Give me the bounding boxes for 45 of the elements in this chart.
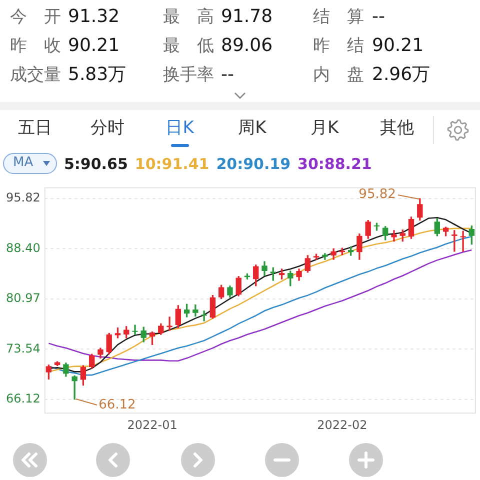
text: 日K (166, 117, 194, 139)
text: 91.32 (68, 5, 120, 29)
annotation: 66.12 (98, 398, 136, 413)
text: 5.83万 (68, 63, 126, 87)
text: 10:91.41 (134, 154, 210, 174)
y-tick-label: 80.97 (6, 291, 40, 306)
text: 5:90.65 (64, 154, 128, 174)
candlestick (460, 230, 466, 252)
text: 五日 (18, 117, 52, 139)
x-tick-label: 2022-02 (317, 418, 368, 432)
candlestick (132, 324, 138, 335)
text: 最 低 (163, 35, 214, 58)
text: 最 高 (163, 6, 214, 29)
text: 内 盘 (313, 64, 364, 87)
text: 昨 结 (313, 35, 364, 58)
annotation: 95.82 (358, 186, 396, 202)
y-tick-label: 66.12 (6, 391, 40, 406)
x-tick-label: 2022-01 (127, 418, 178, 432)
text: 其他 (380, 117, 414, 139)
text: 成交量 (10, 64, 61, 87)
dropdown: MA (3, 153, 57, 174)
text: 89.06 (221, 34, 273, 58)
y-tick-label: 73.54 (6, 341, 40, 356)
text: -- (221, 63, 234, 87)
text: 结 算 (313, 6, 364, 29)
text: 90.21 (68, 34, 120, 58)
y-tick-label: 95.82 (6, 190, 40, 205)
text: 2.96万 (372, 63, 430, 87)
y-tick-label: 88.40 (6, 240, 40, 255)
candlestick (391, 230, 397, 242)
legend-title: MA (13, 155, 34, 171)
text: 周K (238, 117, 266, 139)
text: 91.78 (221, 5, 273, 29)
candlestick (166, 316, 172, 331)
text: 换手率 (163, 64, 214, 87)
candlestick (201, 310, 207, 322)
text: 分时 (90, 117, 124, 139)
text: 月K (310, 117, 339, 139)
text: 20:90.19 (216, 154, 291, 174)
text: -- (372, 5, 385, 29)
text: 90.21 (372, 34, 424, 58)
text: 今 开 (10, 6, 61, 29)
candlestick (72, 375, 78, 400)
text: 30:88.21 (298, 154, 372, 174)
text: 昨 收 (10, 35, 61, 58)
